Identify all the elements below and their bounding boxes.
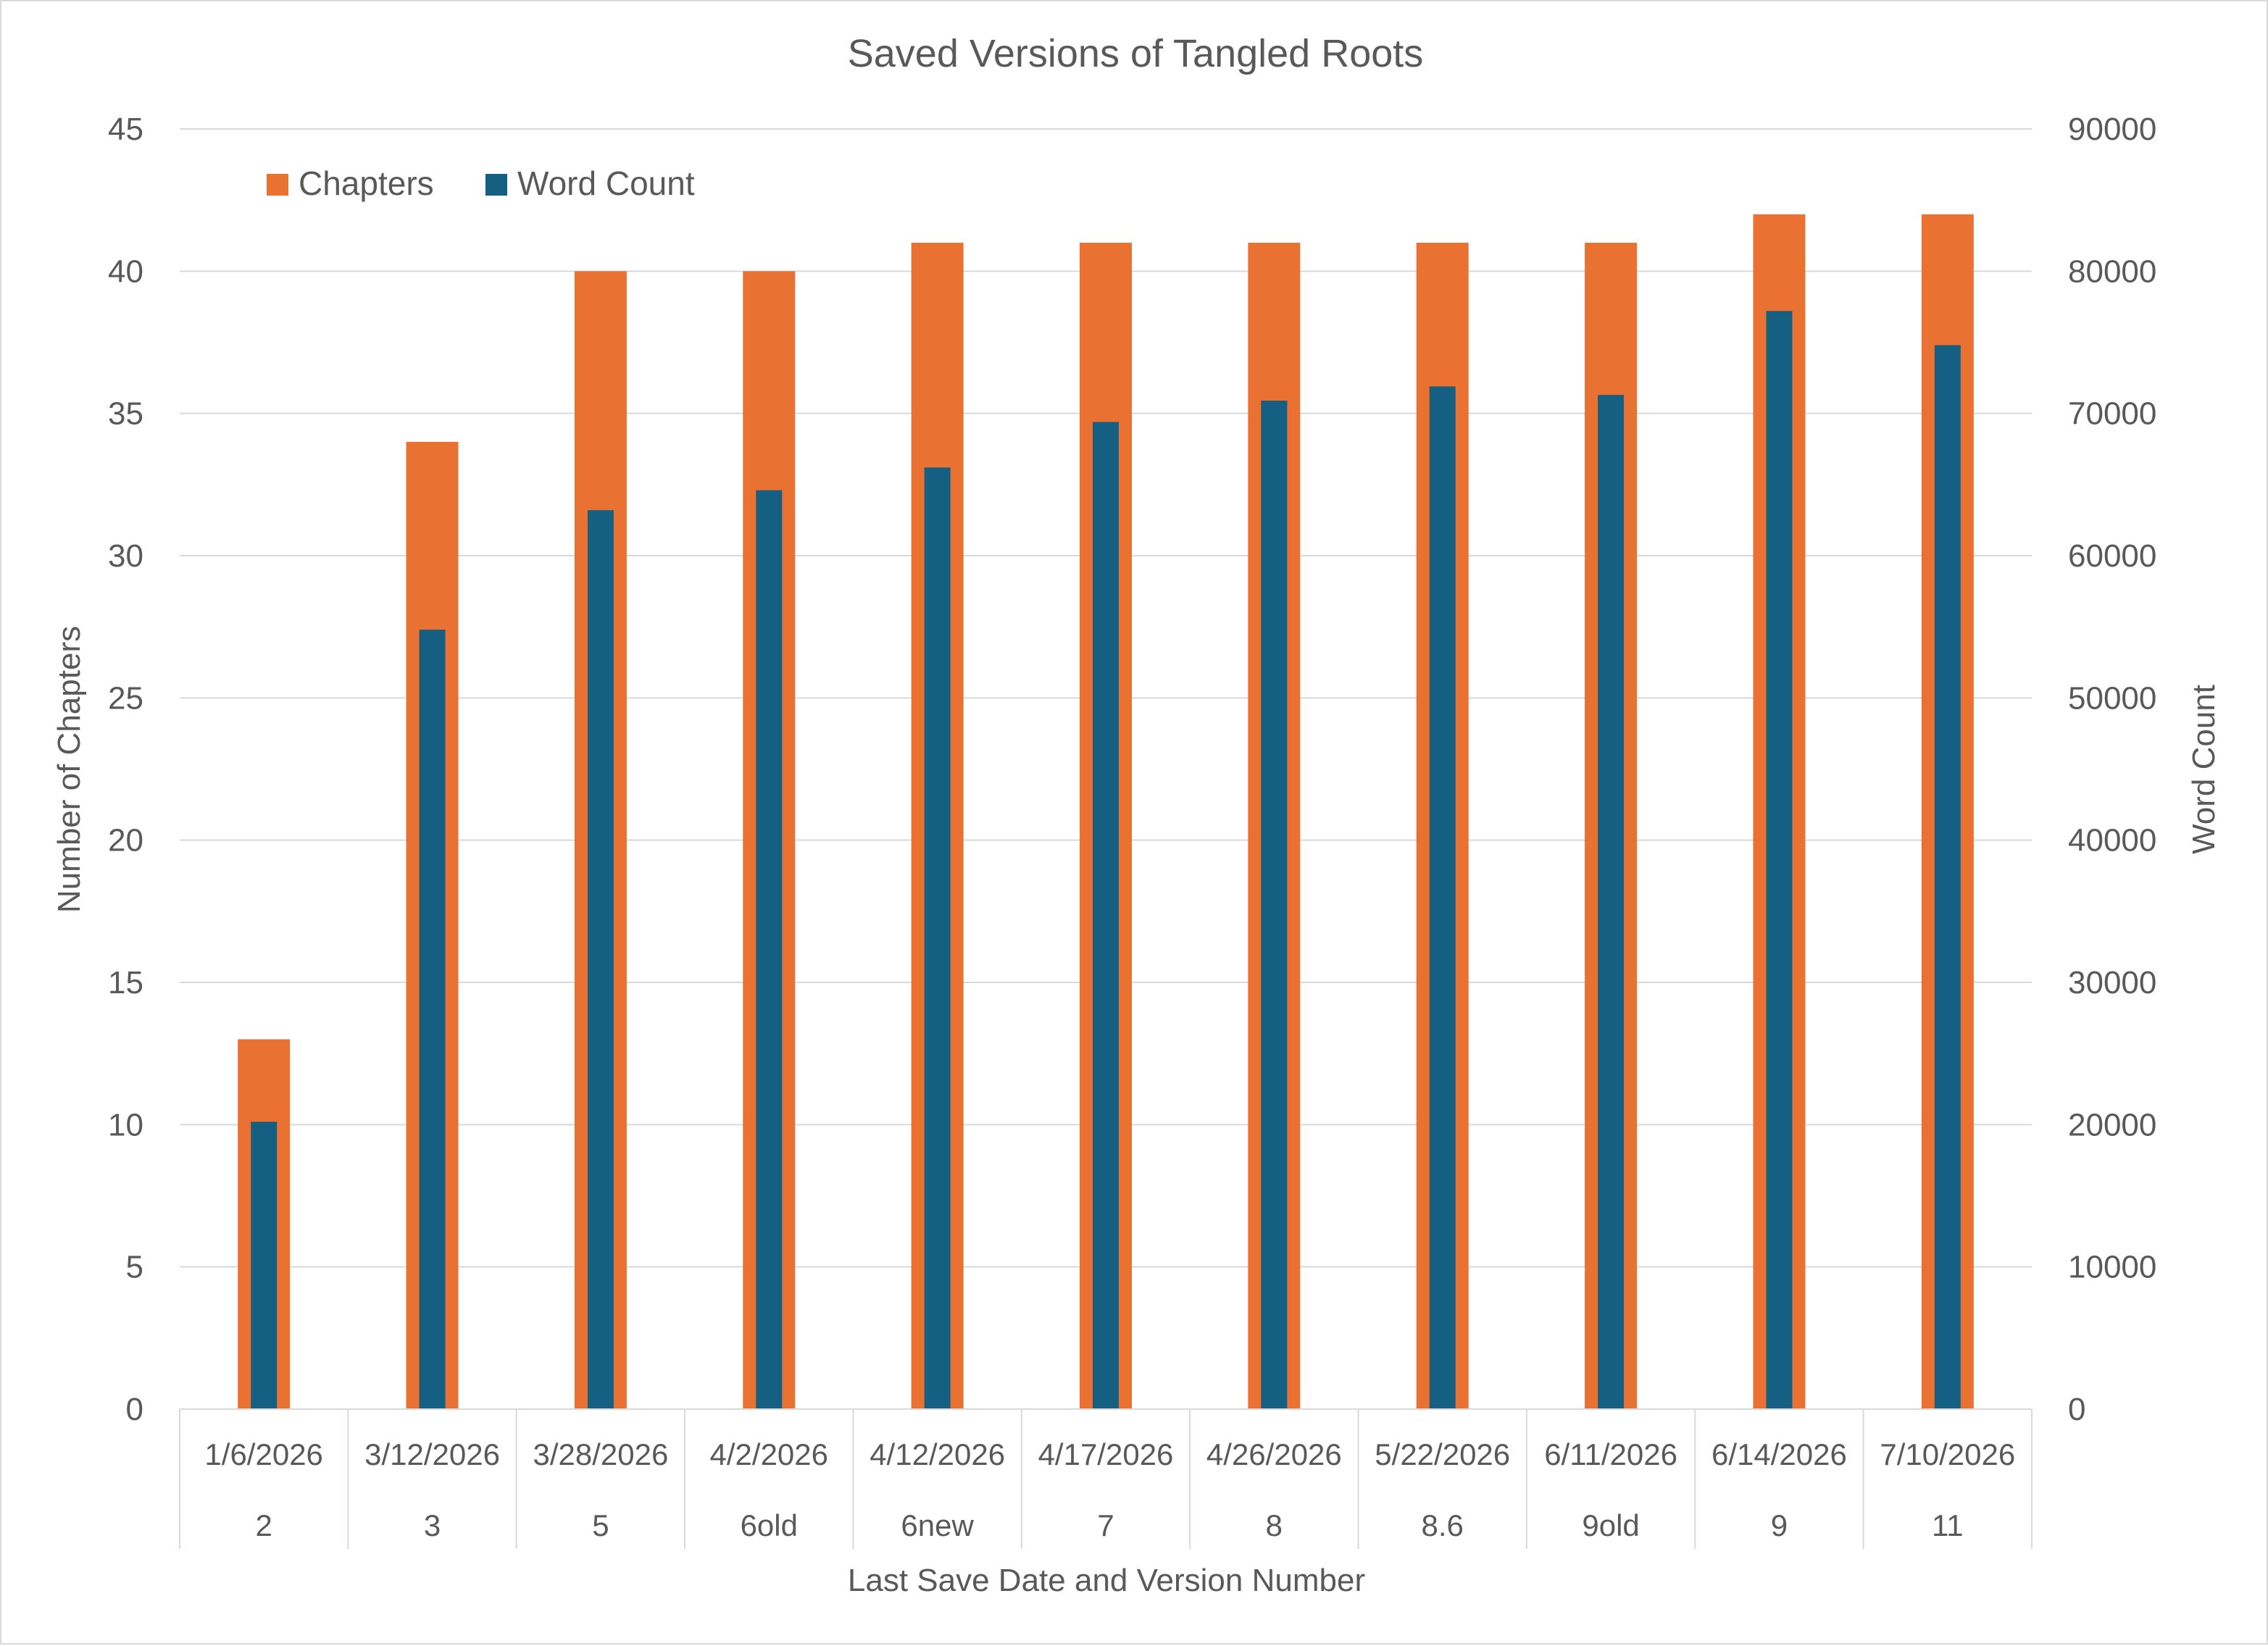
y-tick-label: 15 [108, 965, 143, 1000]
right-axis-ticks: 0 10000 20000 30000 40000 50000 60000 70000 8000… [2068, 112, 2156, 1427]
y-tick-label: 25 [108, 680, 143, 716]
y-tick-label: 35 [108, 396, 143, 432]
x-date-label: 1/6/2026 [204, 1437, 323, 1471]
y-tick-label: 10 [108, 1107, 143, 1142]
x-version-label: 8.6 [1422, 1508, 1464, 1542]
y2-tick-label: 70000 [2068, 396, 2156, 432]
x-version-label: 3 [424, 1508, 441, 1542]
y2-axis-title: Word Count [2186, 685, 2222, 854]
y-axis-title: Number of Chapters [51, 626, 87, 913]
x-version-label: 6old [741, 1508, 798, 1542]
word-count-bar [1598, 395, 1625, 1409]
y-tick-label: 0 [126, 1392, 143, 1427]
legend-swatch-chapters [267, 174, 288, 196]
x-date-label: 4/17/2026 [1038, 1437, 1174, 1471]
y-tick-label: 30 [108, 538, 143, 574]
x-version-label: 7 [1097, 1508, 1114, 1542]
word-count-bar [587, 510, 614, 1409]
word-count-bar [1429, 386, 1456, 1410]
x-version-label: 8 [1266, 1508, 1283, 1542]
y-tick-label: 40 [108, 254, 143, 289]
x-version-label: 5 [592, 1508, 609, 1542]
legend-swatch-word-count [485, 174, 507, 196]
chart-title: Saved Versions of Tangled Roots [848, 32, 1424, 75]
x-date-label: 6/14/2026 [1712, 1437, 1847, 1471]
category-axis: 1/6/2026 2 3/12/2026 3 3/28/2026 5 4/2/2026 6ol… [179, 1408, 2033, 1549]
legend: Chapters Word Count [267, 164, 695, 202]
y-tick-label: 45 [108, 112, 143, 147]
x-version-label: 2 [256, 1508, 272, 1542]
word-count-bar [1766, 311, 1793, 1410]
word-count-bar [756, 490, 783, 1409]
x-version-label: 11 [1932, 1508, 1964, 1542]
y-tick-label: 20 [108, 823, 143, 858]
y2-tick-label: 0 [2068, 1392, 2085, 1427]
y2-tick-label: 20000 [2068, 1107, 2156, 1142]
x-date-label: 7/10/2026 [1880, 1437, 2015, 1471]
legend-label-chapters: Chapters [299, 164, 434, 202]
y2-tick-label: 30000 [2068, 965, 2156, 1000]
word-count-bar [251, 1121, 278, 1409]
x-date-label: 6/11/2026 [1544, 1437, 1677, 1471]
word-count-bar [1093, 422, 1119, 1409]
y-tick-label: 5 [126, 1250, 143, 1285]
y2-tick-label: 50000 [2068, 680, 2156, 716]
x-date-label: 3/12/2026 [364, 1437, 500, 1471]
x-axis-title: Last Save Date and Version Number [848, 1563, 1365, 1598]
word-count-bar [1261, 400, 1288, 1410]
y2-tick-label: 40000 [2068, 823, 2156, 858]
legend-label-word-count: Word Count [517, 164, 695, 202]
y2-tick-label: 80000 [2068, 254, 2156, 289]
word-count-bars [251, 311, 1961, 1410]
y2-tick-label: 60000 [2068, 538, 2156, 574]
x-date-label: 4/12/2026 [870, 1437, 1005, 1471]
x-date-label: 4/2/2026 [710, 1437, 829, 1471]
x-date-label: 5/22/2026 [1375, 1437, 1510, 1471]
x-version-label: 6new [901, 1508, 974, 1542]
y2-tick-label: 10000 [2068, 1250, 2156, 1285]
x-date-label: 4/26/2026 [1206, 1437, 1342, 1471]
x-date-label: 3/28/2026 [533, 1437, 668, 1471]
word-count-bar [419, 630, 446, 1410]
word-count-bar [924, 467, 951, 1409]
left-axis-ticks: 0 5 10 15 20 25 30 35 40 45 [108, 112, 143, 1427]
y2-tick-label: 90000 [2068, 112, 2156, 147]
word-count-bar [1934, 345, 1961, 1410]
x-version-label: 9old [1582, 1508, 1639, 1542]
x-version-label: 9 [1771, 1508, 1788, 1542]
